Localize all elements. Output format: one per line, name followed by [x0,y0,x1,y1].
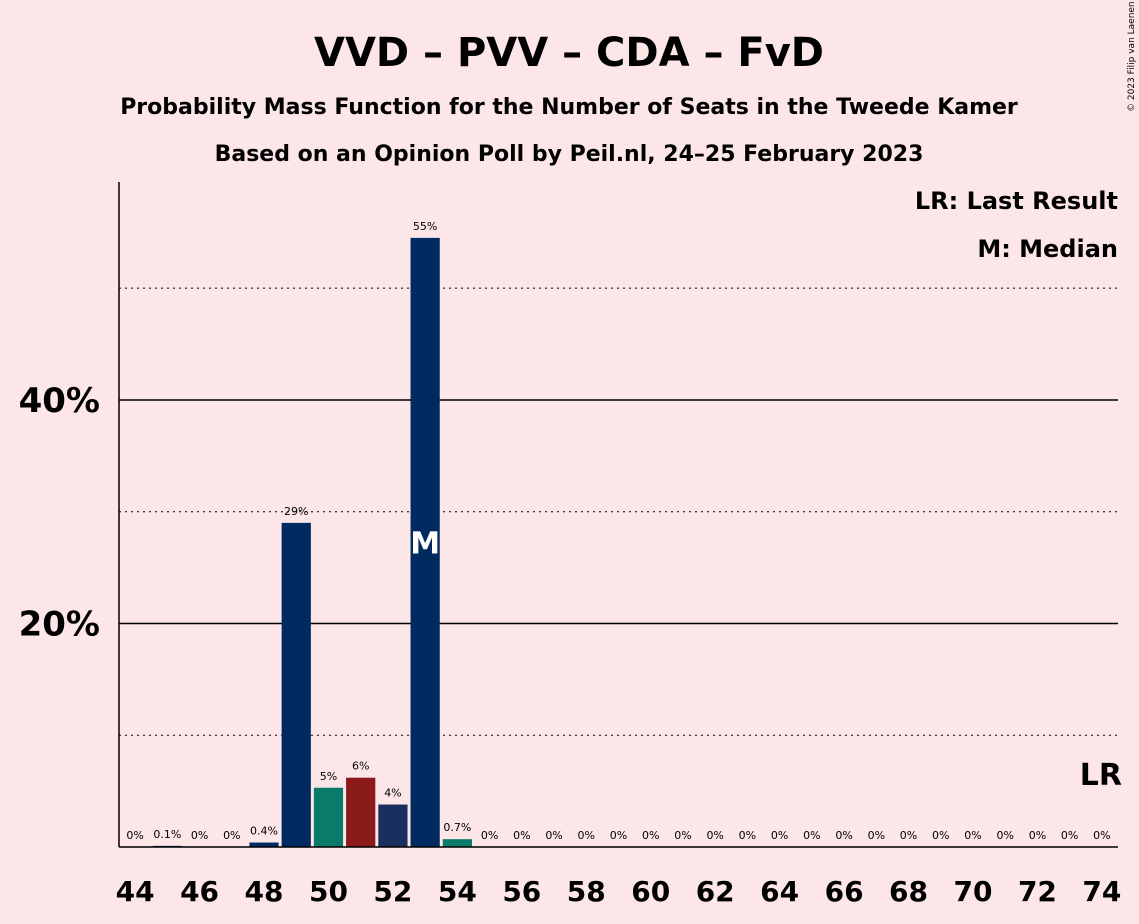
bar-labels: 0% 0.1% 0% 0% 0.4% 29% 5% 6% 4% 55% 0.7% 0% 0% 0% 0% 0%… [126,220,1110,842]
bar-label-seat-65: 0% [803,829,820,842]
bar-seat-49 [281,522,311,847]
x-tick-label: 74 [1082,875,1121,908]
bar-label-seat-74: 0% [1093,829,1110,842]
x-tick-label: 50 [309,875,348,908]
bar-label-seat-71: 0% [996,829,1013,842]
y-tick-label: 40% [19,381,100,421]
bar-label-seat-61: 0% [674,829,691,842]
bar-label-seat-59: 0% [610,829,627,842]
chart-title: VVD – PVV – CDA – FvD [314,30,824,76]
bar-label-seat-53: 55% [413,220,437,233]
bar-label-seat-47: 0% [223,829,240,842]
bar-label-seat-66: 0% [835,829,852,842]
bar-label-seat-62: 0% [706,829,723,842]
bar-label-seat-67: 0% [868,829,885,842]
bar-label-seat-48: 0.4% [250,825,278,838]
bar-label-seat-57: 0% [545,829,562,842]
bar-label-seat-60: 0% [642,829,659,842]
bar-label-seat-72: 0% [1029,829,1046,842]
bar-seat-53 [410,237,440,848]
x-tick-label: 52 [373,875,412,908]
bar-label-seat-51: 6% [352,760,369,773]
bar-seat-51 [346,777,376,847]
bar-label-seat-64: 0% [771,829,788,842]
last-result-marker: LR [1080,758,1122,793]
x-tick-label: 66 [825,875,864,908]
legend-median: M: Median [977,235,1118,263]
bar-label-seat-68: 0% [900,829,917,842]
bar-label-seat-49: 29% [284,505,308,518]
x-tick-label: 68 [889,875,928,908]
bar-seat-50 [313,787,344,847]
bar-seat-54 [442,839,472,847]
x-axis-ticks: 44 46 48 50 52 54 56 58 60 62 64 66 68 70 72 74 [116,875,1122,908]
x-tick-label: 56 [502,875,541,908]
median-marker: M [410,526,440,561]
chart-subtitle: Probability Mass Function for the Number… [120,95,1018,120]
x-tick-label: 70 [953,875,992,908]
bar-label-seat-63: 0% [739,829,756,842]
y-axis-ticks: 20% 40% [19,381,100,645]
bar-label-seat-54: 0.7% [443,821,471,834]
y-tick-label: 20% [19,604,100,644]
bar-label-seat-70: 0% [964,829,981,842]
bar-label-seat-50: 5% [320,770,337,783]
x-tick-label: 60 [631,875,670,908]
bar-label-seat-69: 0% [932,829,949,842]
x-tick-label: 64 [760,875,799,908]
x-tick-label: 62 [696,875,735,908]
bar-label-seat-52: 4% [384,787,401,800]
x-tick-label: 44 [116,875,155,908]
bar-label-seat-73: 0% [1061,829,1078,842]
x-tick-label: 46 [180,875,219,908]
bar-label-seat-46: 0% [191,829,208,842]
legend-last-result: LR: Last Result [915,187,1118,215]
x-tick-label: 58 [567,875,606,908]
bar-label-seat-44: 0% [126,829,143,842]
bar-label-seat-56: 0% [513,829,530,842]
x-tick-label: 72 [1018,875,1057,908]
gridlines [119,287,1118,736]
bar-label-seat-58: 0% [578,829,595,842]
bar-label-seat-45: 0.1% [153,828,181,841]
x-tick-label: 48 [245,875,284,908]
bars [152,237,472,848]
bar-seat-48 [249,842,279,847]
bar-seat-52 [378,804,408,847]
chart-subtitle-source: Based on an Opinion Poll by Peil.nl, 24–… [215,142,924,167]
x-tick-label: 54 [438,875,477,908]
copyright-note: © 2023 Filip van Laenen [1127,1,1137,112]
bar-label-seat-55: 0% [481,829,498,842]
